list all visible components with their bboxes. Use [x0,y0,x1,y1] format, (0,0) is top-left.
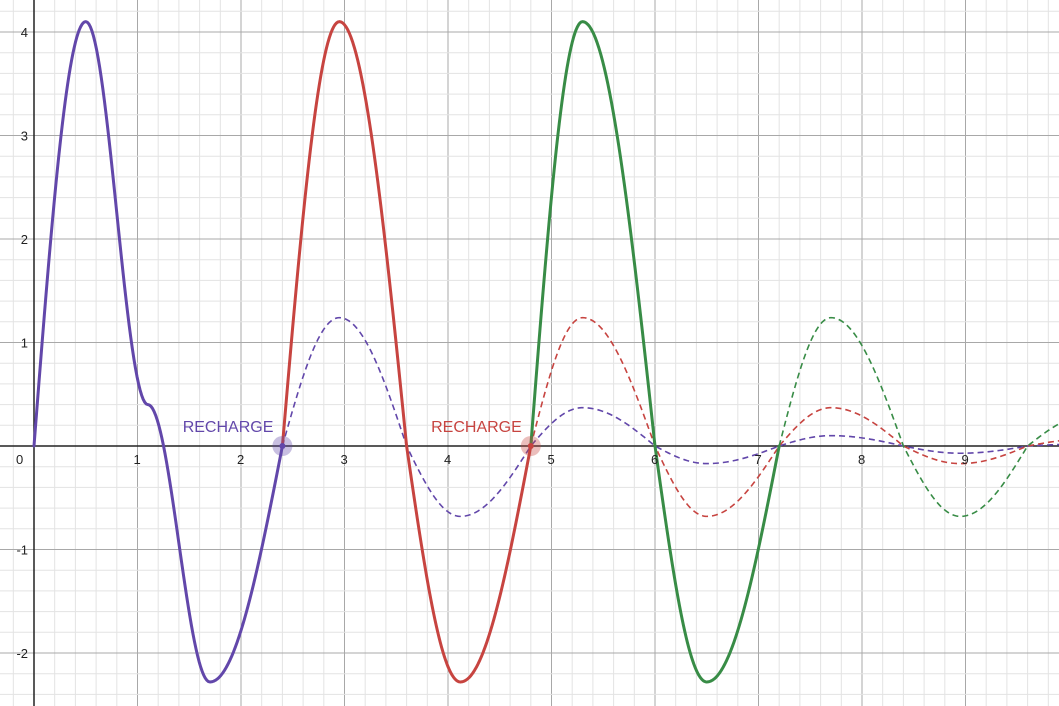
series-1-dashed-line [281,316,1059,518]
x-tick-label: 4 [444,452,451,467]
x-tick-label: 2 [237,452,244,467]
x-tick-label: 9 [962,452,969,467]
recharge-point [279,443,286,449]
x-tick-label: 5 [548,452,555,467]
series-1-solid-line [32,20,284,684]
series-layer [32,20,1059,684]
y-tick-label: 4 [21,25,28,40]
x-tick-label: 6 [651,452,658,467]
series-3-solid-line [529,20,781,684]
y-tick-label: -1 [16,543,28,558]
x-tick-label: 8 [858,452,865,467]
y-tick-label: -2 [16,646,28,661]
recharge-label: RECHARGE [183,419,274,436]
annotation-layer: RECHARGE RECHARGE [183,419,541,456]
series-3-dashed-line [778,316,1059,518]
x-tick-label: 0 [16,452,23,467]
tick-label-layer: 0 1 2 3 4 5 6 7 8 9 -2 -1 1 2 3 4 [16,25,969,661]
x-tick-label: 3 [341,452,348,467]
series-2-solid-line [280,20,533,684]
recharge-label: RECHARGE [431,419,522,436]
x-tick-label: 1 [134,452,141,467]
series-2-dashed-line [530,316,1059,518]
y-tick-label: 1 [21,336,28,351]
y-tick-label: 3 [21,129,28,144]
y-tick-label: 2 [21,232,28,247]
x-tick-label: 7 [755,452,762,467]
recharge-point [527,443,534,449]
